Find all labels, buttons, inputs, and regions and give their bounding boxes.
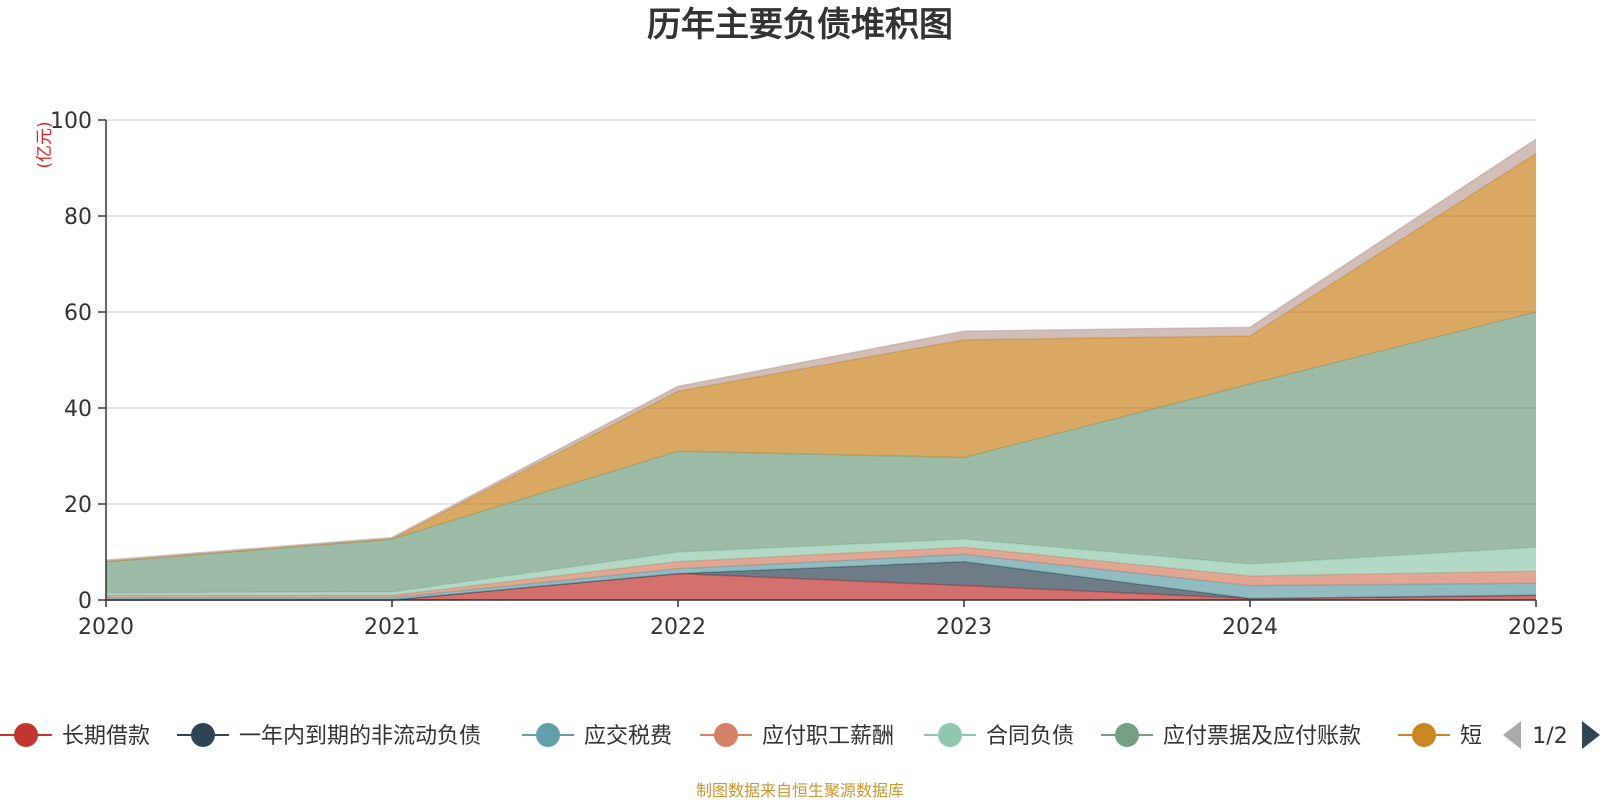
- legend-page-label: 1/2: [1532, 724, 1567, 749]
- legend-item[interactable]: 应付职工薪酬: [700, 723, 894, 749]
- x-tick-label: 2023: [936, 615, 992, 640]
- y-tick-label: 60: [64, 301, 92, 326]
- chart-title: 历年主要负债堆积图: [647, 5, 953, 45]
- legend-marker: [714, 723, 738, 747]
- y-tick-label: 100: [50, 109, 92, 134]
- y-tick-label: 40: [64, 397, 92, 422]
- legend-marker: [938, 723, 962, 747]
- legend-marker: [14, 723, 38, 747]
- x-tick-label: 2020: [78, 615, 134, 640]
- x-tick-label: 2025: [1508, 615, 1564, 640]
- legend-next-icon[interactable]: [1582, 721, 1600, 749]
- x-tick-label: 2022: [650, 615, 706, 640]
- legend-item[interactable]: 应交税费: [522, 723, 672, 749]
- y-tick-label: 80: [64, 205, 92, 230]
- y-unit-label: (亿元): [35, 121, 55, 168]
- legend-label: 应交税费: [584, 724, 672, 749]
- legend-label: 应付职工薪酬: [762, 724, 894, 749]
- legend-item[interactable]: 合同负债: [924, 723, 1074, 749]
- axes: 2020 2021 2022 2023 2024 2025: [78, 120, 1564, 640]
- legend-label: 应付票据及应付账款: [1163, 724, 1361, 749]
- area-series: [105, 138, 1537, 601]
- legend-item[interactable]: 短: [1398, 723, 1482, 749]
- legend-marker: [536, 723, 560, 747]
- legend-item[interactable]: 一年内到期的非流动负债: [177, 723, 481, 749]
- source-note: 制图数据来自恒生聚源数据库: [696, 781, 904, 800]
- legend: 长期借款 一年内到期的非流动负债 应交税费 应付职工薪酬 合同负债 应付票据及应付账款 短 1…: [0, 721, 1600, 749]
- area-7: [106, 153, 1536, 562]
- y-tick-label: 0: [78, 589, 92, 614]
- y-tick-label: 20: [64, 493, 92, 518]
- area-5: [106, 539, 1536, 596]
- series-line-8: [105, 138, 1537, 561]
- legend-marker: [1412, 723, 1436, 747]
- legend-marker: [1115, 723, 1139, 747]
- area-6: [106, 312, 1536, 593]
- area-2: [106, 561, 1536, 600]
- legend-item[interactable]: 应付票据及应付账款: [1101, 723, 1361, 749]
- legend-label: 一年内到期的非流动负债: [239, 724, 481, 749]
- legend-label: 合同负债: [986, 724, 1074, 749]
- legend-label: 短: [1460, 724, 1482, 749]
- legend-item[interactable]: 长期借款: [0, 723, 150, 749]
- x-tick-label: 2021: [364, 615, 420, 640]
- x-tick-label: 2024: [1222, 615, 1278, 640]
- area-3: [106, 554, 1536, 600]
- legend-marker: [191, 723, 215, 747]
- legend-label: 长期借款: [62, 724, 150, 749]
- area-4: [106, 547, 1536, 598]
- legend-prev-icon[interactable]: [1503, 721, 1521, 749]
